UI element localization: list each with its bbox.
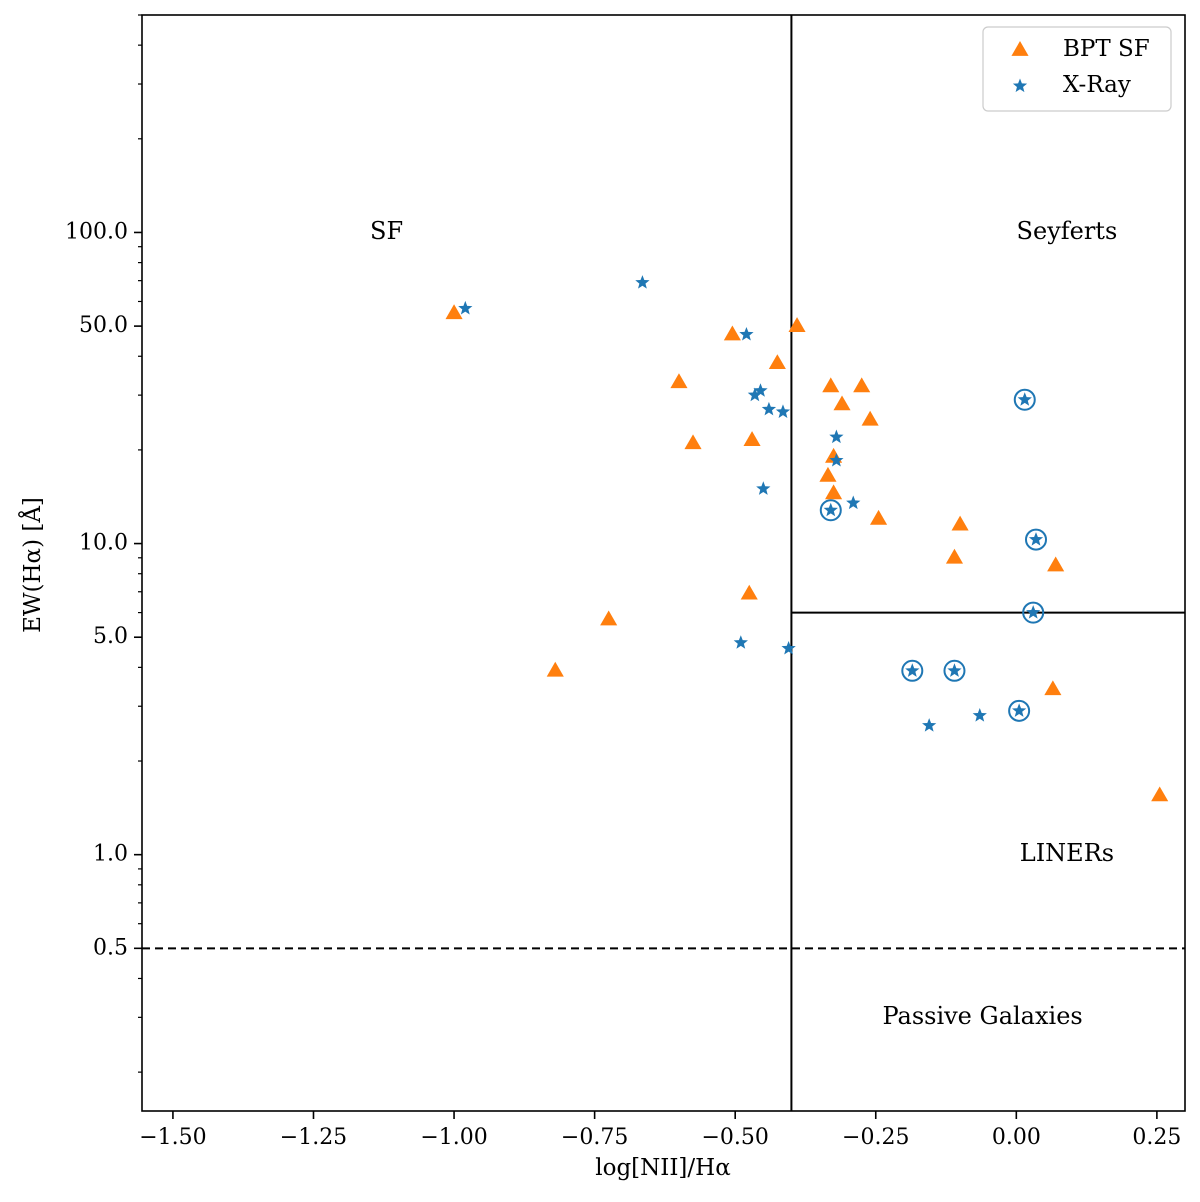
data-point-star [846, 495, 861, 510]
legend-label: BPT SF [1063, 36, 1150, 62]
x-tick-label: −1.25 [280, 1125, 347, 1150]
y-tick-label: 5.0 [93, 624, 128, 649]
data-point-triangle [1044, 680, 1062, 696]
data-point-star [781, 640, 796, 655]
data-point-triangle [670, 373, 688, 389]
y-axis-title: EW(Hα) [Å] [18, 497, 46, 633]
x-axis-title: log[NII]/Hα [595, 1155, 731, 1181]
data-point-star [905, 663, 920, 677]
data-point-ring [819, 499, 842, 522]
data-point-triangle [819, 466, 837, 482]
data-point-triangle [684, 434, 702, 450]
x-tick-label: −1.00 [420, 1125, 487, 1150]
data-point-star [1017, 392, 1032, 406]
data-point-star [747, 387, 762, 402]
x-tick-label: −1.50 [139, 1125, 206, 1150]
axes-layer: −1.50 −1.25 −1.00 −0.75 −0.50 −0.25 0.00 0.25 0.… [65, 14, 1186, 1150]
data-point-ring [1008, 699, 1031, 722]
data-point-star [739, 326, 754, 341]
data-point-star [823, 502, 838, 517]
x-tick-label: 0.25 [1132, 1125, 1181, 1150]
data-point-ring [1022, 601, 1045, 624]
data-point-triangle [546, 661, 564, 677]
x-tick-label: −0.25 [842, 1125, 909, 1150]
data-point-triangle [951, 515, 969, 531]
data-point-triangle [825, 484, 843, 500]
data-point-ring [1025, 528, 1047, 551]
data-point-star [947, 663, 962, 677]
y-tick-label: 10.0 [79, 531, 128, 556]
data-point-triangle [833, 395, 851, 411]
y-tick-label: 50.0 [79, 313, 128, 338]
legend-label: X-Ray [1063, 72, 1131, 98]
data-point-triangle [740, 584, 758, 600]
data-point-triangle [1047, 556, 1065, 572]
data-point-triangle [788, 317, 806, 332]
legend-marker-triangle [1011, 41, 1029, 56]
data-point-star [922, 718, 937, 732]
data-point-star [1026, 605, 1041, 619]
data-point-star [761, 401, 777, 416]
x-tick-label: −0.50 [701, 1125, 768, 1150]
data-point-triangle [600, 610, 618, 626]
data-point-ring [943, 659, 966, 682]
data-point-triangle [945, 548, 964, 564]
data-point-star [756, 481, 771, 495]
region-label: Passive Galaxies [882, 1002, 1082, 1030]
data-point-star [775, 404, 791, 418]
y-tick-label: 0.5 [93, 935, 128, 960]
legend-marker-star [1012, 78, 1028, 93]
x-tick-label: 0.00 [992, 1125, 1041, 1150]
data-point-star [458, 300, 473, 315]
data-point-star [1012, 703, 1027, 717]
x-tick-label: −0.75 [561, 1125, 628, 1150]
region-label: LINERs [1020, 839, 1114, 867]
plot-content: SF Seyferts LINERs Passive Galaxies [142, 15, 1185, 1111]
data-point-ring [901, 659, 924, 682]
data-point-triangle [861, 410, 879, 426]
data-point-triangle [723, 325, 741, 341]
data-point-triangle [743, 431, 761, 446]
data-point-star [972, 708, 987, 722]
data-point-triangle [853, 377, 871, 393]
data-point-triangle [822, 377, 840, 393]
data-point-triangle [768, 354, 786, 370]
data-point-star [635, 275, 650, 289]
region-label: Seyferts [1017, 217, 1118, 245]
data-point-star [829, 429, 844, 444]
data-point-star [1028, 532, 1044, 546]
data-point-triangle [1151, 786, 1169, 802]
data-point-triangle [445, 304, 463, 320]
data-point-star [733, 635, 748, 649]
data-point-star [753, 383, 768, 397]
legend: BPT SF X-Ray [982, 26, 1172, 112]
region-label: SF [370, 217, 403, 245]
data-point-ring [1013, 388, 1036, 411]
y-tick-label: 1.0 [93, 842, 128, 867]
axes-frame [141, 14, 1186, 1112]
y-tick-label: 100.0 [65, 219, 128, 244]
data-point-star [829, 452, 844, 467]
data-point-triangle [870, 509, 888, 525]
legend-box [982, 26, 1172, 112]
